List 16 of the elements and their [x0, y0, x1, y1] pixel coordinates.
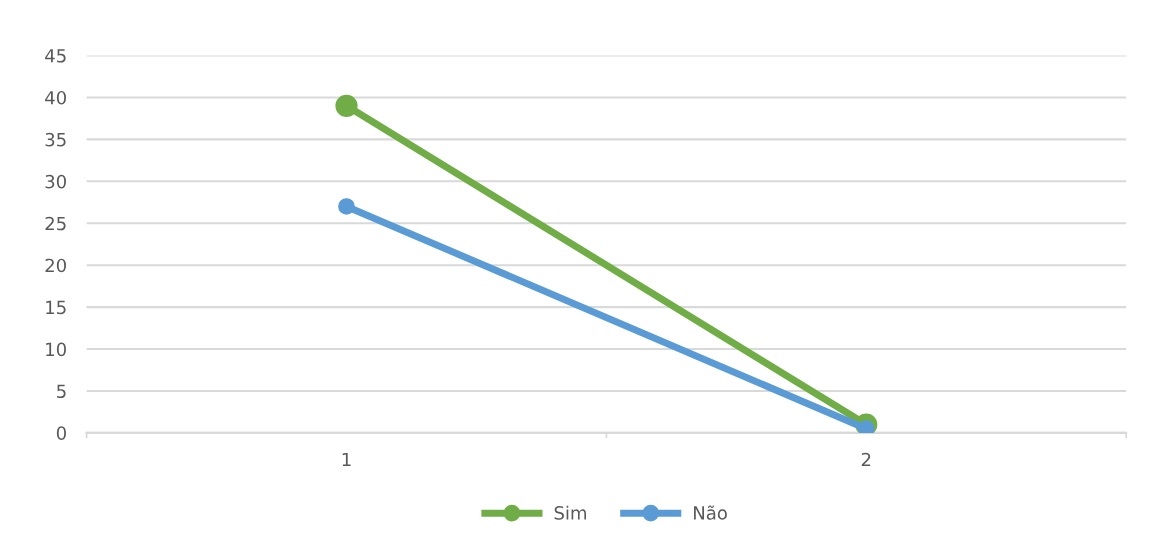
point: [335, 94, 358, 117]
y-tick-label: 25: [45, 216, 66, 231]
y-tick-label: 45: [45, 49, 66, 63]
legend-label: Sim: [554, 505, 587, 520]
y-tick-label: 15: [46, 300, 66, 315]
y-tick-label: 5: [57, 384, 66, 399]
legend-label: Não: [694, 505, 727, 520]
y-tick-label: 10: [46, 342, 66, 357]
y-tick-label: 20: [45, 258, 66, 273]
x-tick-label: 2: [861, 452, 871, 467]
y-tick-label: 40: [45, 90, 66, 105]
point: [338, 198, 355, 215]
y-tick-label: 30: [45, 174, 66, 189]
y-tick-label: 0: [56, 426, 66, 441]
y-tick-label: 35: [45, 132, 66, 147]
x-tick-label: 1: [342, 452, 351, 467]
